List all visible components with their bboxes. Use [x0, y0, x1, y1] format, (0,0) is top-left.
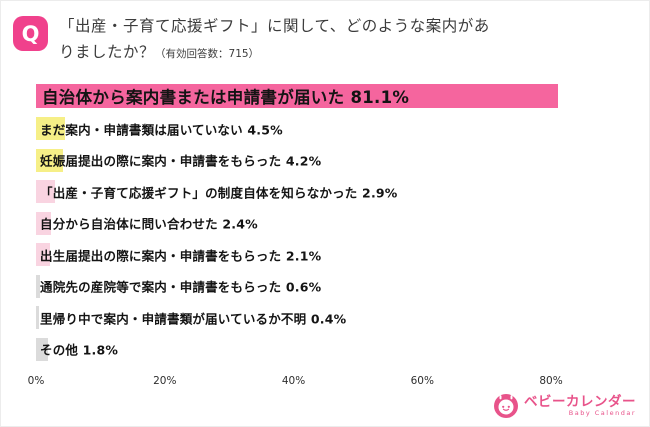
babycalendar-logo-icon: [494, 394, 518, 418]
bar-row: その他 1.8%: [36, 337, 636, 361]
bar-label: 通院先の産院等で案内・申請書をもらった 0.6%: [40, 279, 322, 295]
logo-subtext: Baby Calendar: [568, 409, 636, 418]
bar-row: 妊娠届提出の際に案内・申請書をもらった 4.2%: [36, 148, 636, 172]
bar-row: 通院先の産院等で案内・申請書をもらった 0.6%: [36, 274, 636, 298]
bar-label: 「出産・子育て応援ギフト」の制度自体を知らなかった 2.9%: [40, 185, 398, 200]
x-axis-tick: 40%: [281, 375, 306, 387]
bar-row: 自治体から案内書または申請書が届いた 81.1%: [36, 84, 636, 108]
bar-label: 妊娠届提出の際に案内・申請書をもらった 4.2%: [40, 153, 322, 169]
bar-2: [36, 117, 65, 140]
x-axis: 0% 20% 40% 60% 80%: [28, 375, 596, 389]
bar-label: 自分から自治体に問い合わせた 2.4%: [40, 216, 258, 232]
bar-5: [36, 211, 52, 235]
question-title-block: 「出産・子育て応援ギフト」に関して、どのような案内がありましたか？（有効回答数：…: [59, 13, 497, 66]
bar-label: 自治体から案内書または申請書が届いた 81.1%: [42, 88, 410, 107]
question-q-icon: Q: [13, 16, 48, 51]
bar-row: 里帰り中で案内・申請書類が届いているか不明 0.4%: [36, 306, 636, 329]
bar-7: [36, 274, 40, 298]
bar-row: 自分から自治体に問い合わせた 2.4%: [36, 211, 636, 235]
footer: ベビーカレンダー Baby Calendar: [493, 393, 636, 419]
logo-text: ベビーカレンダー: [524, 393, 636, 410]
x-axis-tick: 20%: [153, 375, 177, 387]
bar-row: 「出産・子育て応援ギフト」の制度自体を知らなかった 2.9%: [36, 180, 636, 203]
question-title: 「出産・子育て応援ギフト」に関して、どのような案内がありましたか？: [59, 17, 490, 62]
horizontal-bar-chart: 自治体から案内書または申請書が届いた 81.1% まだ案内・申請書類は届いていない…: [36, 84, 636, 369]
bar-row: まだ案内・申請書類は届いていない 4.5%: [36, 117, 636, 140]
bar-label: 出生届提出の際に案内・申請書をもらった 2.1%: [40, 248, 322, 263]
x-axis-tick: 0%: [27, 375, 45, 387]
bar-8: [36, 306, 39, 329]
x-axis-tick: 80%: [539, 375, 563, 387]
bar-label: その他 1.8%: [40, 342, 119, 358]
bar-9: [36, 337, 48, 361]
valid-responses-note: （有効回答数：715）: [155, 48, 260, 61]
babycalendar-logo: ベビーカレンダー Baby Calendar: [493, 393, 636, 419]
bar-1: [36, 84, 559, 108]
logo-text-block: ベビーカレンダー Baby Calendar: [524, 393, 636, 418]
bar-row: 出生届提出の際に案内・申請書をもらった 2.1%: [36, 243, 636, 266]
bar-label: まだ案内・申請書類は届いていない 4.5%: [40, 122, 283, 137]
bar-4: [36, 180, 55, 203]
bar-3: [36, 148, 64, 172]
question-header: Q 「出産・子育て応援ギフト」に関して、どのような案内がありましたか？（有効回答…: [1, 1, 649, 66]
x-axis-tick: 60%: [410, 375, 434, 387]
bar-label: 里帰り中で案内・申請書類が届いているか不明 0.4%: [40, 311, 347, 326]
bar-6: [36, 243, 50, 266]
